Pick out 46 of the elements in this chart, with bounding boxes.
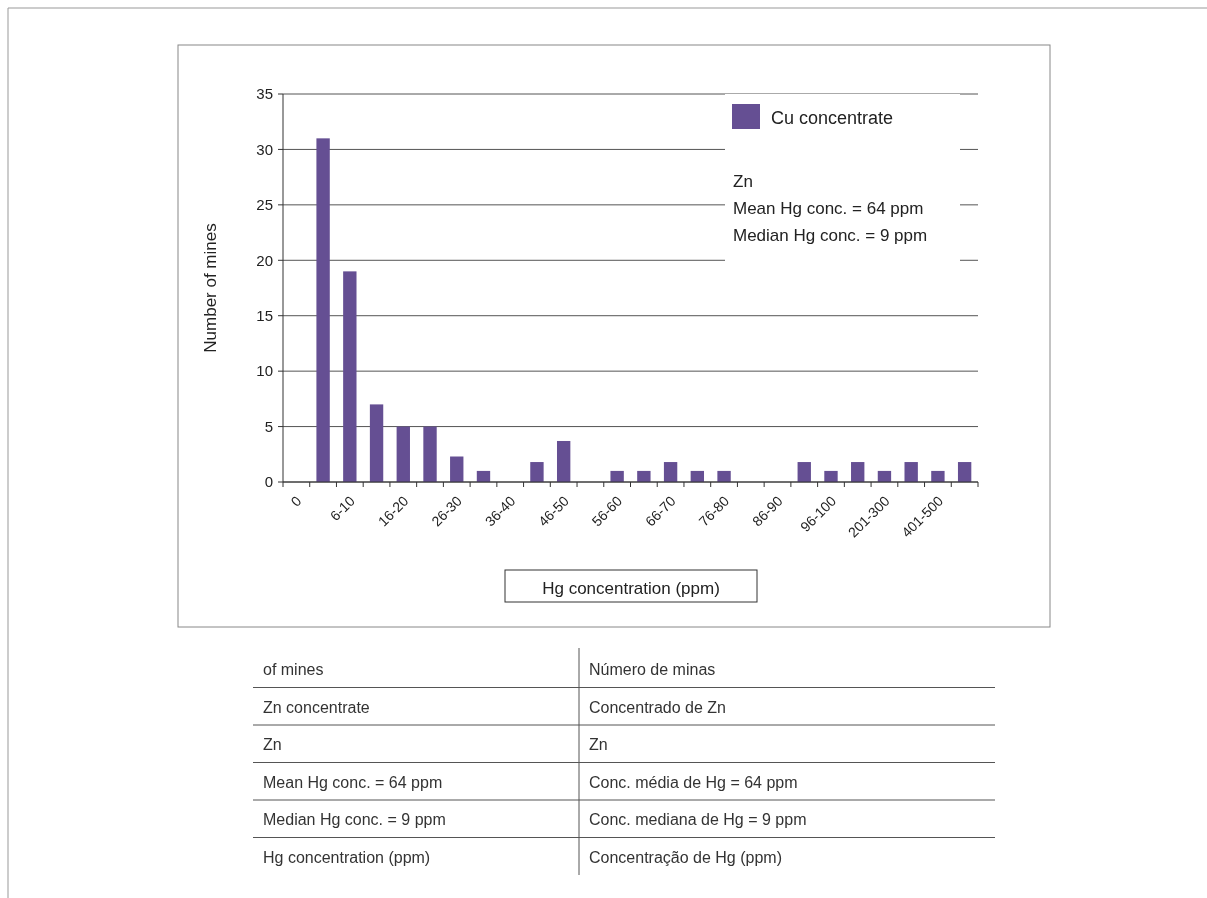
annotation: Zn [733,172,753,191]
text: Conc. média de Hg = 64 ppm [589,773,798,791]
y-tick-label: 15 [256,306,273,324]
y-tick-label: 35 [256,85,273,103]
text: Mean Hg conc. = 64 ppm [263,773,443,791]
text: Concentração de Hg (ppm) [589,848,782,866]
text: Número de minas [589,661,716,678]
bar [556,440,571,482]
annotation: Median Hg conc. = 9 ppm [733,226,928,245]
text: Zn [263,736,282,753]
y-tick-label: 10 [256,362,273,380]
bar [530,462,544,482]
bar [610,470,624,482]
text: Hg concentration (ppm) [263,848,431,866]
bar [423,426,437,482]
legend-label: Cu concentrate [771,108,894,128]
text: Median Hg conc. = 9 ppm [263,811,446,828]
y-tick-label: 0 [264,473,273,491]
bar [851,462,865,482]
x-tick-label: 6-10 [326,492,359,524]
y-tick-label: 30 [256,140,273,158]
y-tick-label: 20 [256,251,273,269]
x-axis-title: Hg concentration (ppm) [542,579,720,598]
bar [637,470,651,482]
bar [369,404,384,482]
text: of mines [263,661,324,678]
bar [797,462,811,482]
y-tick-label: 25 [256,196,273,214]
bar [957,462,972,482]
y-axis-title: Number of mines [201,223,220,353]
text: Concentrado de Zn [589,698,726,716]
bar [824,470,838,482]
bar [663,462,678,482]
bar [450,456,464,482]
text: Conc. mediana de Hg = 9 ppm [589,811,807,828]
bar [717,470,731,482]
x-tick-label: 0 [287,492,305,510]
bar [396,426,410,482]
text: Zn concentrate [263,698,370,716]
bar [343,271,357,482]
bar [904,462,918,482]
bar [931,470,945,482]
y-tick-label: 5 [264,417,273,435]
bar [316,138,330,482]
text: Zn [589,736,608,753]
annotation: Mean Hg conc. = 64 ppm [733,199,924,218]
